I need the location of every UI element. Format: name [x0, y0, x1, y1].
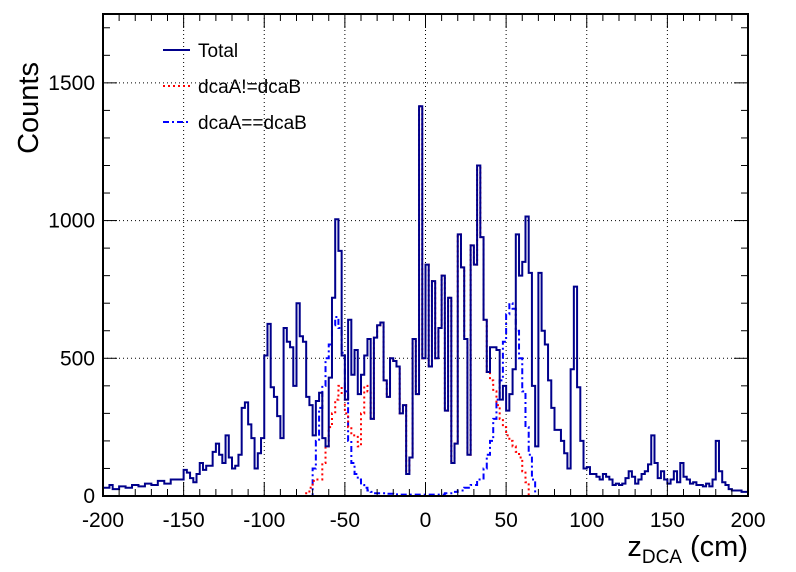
y-tick-label: 500 — [60, 347, 95, 370]
legend-label-dca-equal: dcaA==dcaB — [198, 113, 307, 134]
series-layer — [102, 105, 748, 497]
x-tick-label: 150 — [650, 509, 685, 532]
x-tick-label: -200 — [82, 509, 124, 532]
x-tick-label: -100 — [243, 509, 285, 532]
x-axis-title-main: z — [627, 531, 642, 563]
series-dcaa-dcab — [309, 302, 539, 497]
x-tick-label: 50 — [494, 509, 517, 532]
axis-ticks — [102, 14, 749, 497]
legend-label-dca-different: dcaA!=dcaB — [198, 77, 301, 98]
legend-label-total: Total — [198, 41, 238, 62]
x-axis-title-subscript: DCA — [642, 547, 682, 568]
y-tick-label: 1500 — [48, 72, 95, 95]
x-tick-label: -50 — [330, 509, 360, 532]
grid-lines — [103, 14, 748, 496]
series-total — [102, 105, 748, 496]
y-axis-title: Counts — [13, 62, 45, 154]
x-tick-label: -150 — [163, 509, 205, 532]
tick-labels: -200 -150 -100 -50 0 50 100 150 200 0 500 1000 1500 — [48, 72, 765, 532]
x-tick-label: 200 — [730, 509, 765, 532]
x-tick-label: 0 — [420, 509, 432, 532]
x-tick-label: 100 — [569, 509, 604, 532]
y-tick-label: 0 — [83, 485, 95, 508]
y-tick-label: 1000 — [48, 210, 95, 233]
x-axis-title-unit: (cm) — [682, 531, 748, 563]
legend: Total dcaA!=dcaB dcaA==dcaB — [163, 41, 307, 134]
x-axis-title: zDCA (cm) — [627, 531, 748, 568]
